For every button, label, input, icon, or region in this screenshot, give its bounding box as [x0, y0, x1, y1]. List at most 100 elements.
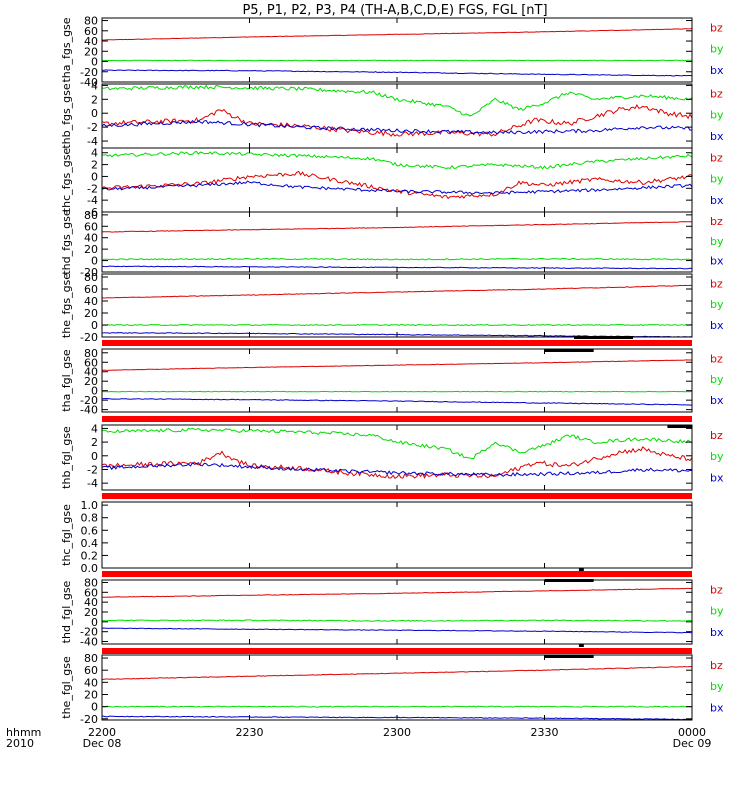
the_fgs_gse-bz-line — [101, 284, 693, 299]
time-tick-label: 2300 — [383, 726, 411, 739]
tha_fgs_gse-bx-line — [101, 69, 693, 77]
y-tick-label: -6 — [87, 206, 98, 219]
time-corner-label: 2010 — [6, 737, 34, 750]
thc_fgs_gse-bz-line — [101, 170, 693, 200]
y-tick-label: 4 — [91, 147, 98, 160]
availability-bar — [102, 416, 692, 422]
panel-frame — [101, 211, 693, 273]
panel-ylabel: thb_fgs_gse — [60, 83, 73, 149]
y-tick-label: -20 — [80, 66, 98, 79]
y-tick-label: 0 — [91, 107, 98, 120]
y-tick-label: 40 — [84, 596, 98, 609]
tha_fgl_gse-bz-line — [101, 359, 692, 371]
panel-ylabel: thd_fgl_gse — [60, 580, 73, 643]
panel-thb_fgs_gse: 420-2-4 thb_fgs_gse bz by bx — [60, 79, 724, 148]
y-tick-label: 0.4 — [81, 537, 99, 550]
thb_fgl_gse-by-line — [101, 427, 693, 460]
panel-frame — [101, 348, 693, 413]
y-tick-label: 40 — [84, 35, 98, 48]
interval-marker — [578, 644, 584, 647]
legend-bz: bz — [710, 215, 723, 228]
the_fgl_gse-by-line — [101, 705, 693, 708]
availability-bar — [102, 493, 692, 499]
panel-frame — [101, 147, 693, 213]
legend-by: by — [710, 235, 724, 248]
y-tick-label: 0.8 — [81, 512, 99, 525]
y-tick-label: 0.0 — [81, 562, 99, 575]
y-tick-label: 80 — [84, 576, 98, 589]
y-tick-label: 0.6 — [81, 524, 99, 537]
y-tick-label: 2 — [91, 159, 98, 172]
availability-bar — [102, 340, 692, 346]
y-tick-label: 1.0 — [81, 499, 99, 512]
panel-ylabel: thb_fgl_gse — [60, 426, 73, 489]
y-tick-label: -2 — [87, 121, 98, 134]
y-tick-label: 60 — [84, 220, 98, 233]
y-tick-label: -4 — [87, 135, 98, 148]
panel-thc_fgs_gse: 420-2-4-6 thc_fgs_gse bz by bx — [60, 147, 724, 219]
y-tick-label: 0 — [91, 170, 98, 183]
legend-bx: bx — [710, 319, 724, 332]
y-tick-label: -40 — [80, 76, 98, 89]
legend-bz: bz — [710, 659, 723, 672]
y-tick-label: 0 — [91, 616, 98, 629]
legend-by: by — [710, 680, 724, 693]
y-tick-label: 60 — [84, 664, 98, 677]
tha_fgl_gse-by-line — [101, 390, 693, 393]
y-tick-label: 0 — [91, 255, 98, 268]
panel-ylabel: the_fgs_gse — [60, 273, 73, 338]
panel-ylabel: thd_fgs_gse — [60, 209, 73, 275]
y-tick-label: 80 — [84, 15, 98, 28]
y-tick-label: 40 — [84, 676, 98, 689]
y-tick-label: -20 — [80, 626, 98, 639]
time-tick-date: Dec 08 — [83, 737, 122, 750]
legend-bz: bz — [710, 584, 723, 597]
y-tick-label: 60 — [84, 283, 98, 296]
legend-bz: bz — [710, 352, 723, 365]
time-tick-date: Dec 09 — [673, 737, 712, 750]
legend-by: by — [710, 298, 724, 311]
y-tick-label: -20 — [80, 394, 98, 407]
y-tick-label: 0 — [91, 701, 98, 714]
y-tick-label: 40 — [84, 366, 98, 379]
panel-thc_fgl_gse: 1.00.80.60.40.20.0 thc_fgl_gse — [60, 499, 693, 577]
legend-by: by — [710, 173, 724, 186]
y-tick-label: 4 — [91, 79, 98, 92]
y-tick-label: -2 — [87, 182, 98, 195]
thd_fgs_gse-by-line — [101, 257, 693, 261]
y-tick-label: 20 — [84, 45, 98, 58]
y-tick-label: 0 — [91, 319, 98, 332]
time-tick-label: 0000 — [678, 726, 706, 739]
interval-marker — [544, 349, 594, 352]
thd_fgl_gse-by-line — [101, 619, 693, 622]
time-tick-label: 2330 — [531, 726, 559, 739]
legend-bz: bz — [710, 88, 723, 101]
tha_fgs_gse-by-line — [101, 59, 693, 62]
thd_fgs_gse-bz-line — [101, 221, 693, 233]
time-tick-label: 2230 — [236, 726, 264, 739]
y-tick-label: 0.2 — [81, 549, 99, 562]
time-corner-label: hhmm — [6, 726, 41, 739]
chart-title: P5, P1, P2, P3, P4 (TH-A,B,C,D,E) FGS, F… — [242, 3, 547, 18]
y-tick-label: -4 — [87, 477, 98, 490]
legend-bx: bx — [710, 472, 724, 485]
y-tick-label: 20 — [84, 375, 98, 388]
availability-bar — [102, 571, 692, 577]
time-tick-label: 2200 — [88, 726, 116, 739]
y-tick-label: 20 — [84, 688, 98, 701]
interval-marker — [544, 579, 594, 582]
legend-bx: bx — [710, 255, 724, 268]
legend-bz: bz — [710, 429, 723, 442]
y-tick-label: 60 — [84, 586, 98, 599]
y-tick-label: 0 — [91, 56, 98, 69]
legend-bx: bx — [710, 626, 724, 639]
legend-by: by — [710, 43, 724, 56]
panel-ylabel: tha_fgs_gse — [60, 17, 73, 82]
y-tick-label: 0 — [91, 385, 98, 398]
panel-ylabel: tha_fgl_gse — [60, 349, 73, 412]
